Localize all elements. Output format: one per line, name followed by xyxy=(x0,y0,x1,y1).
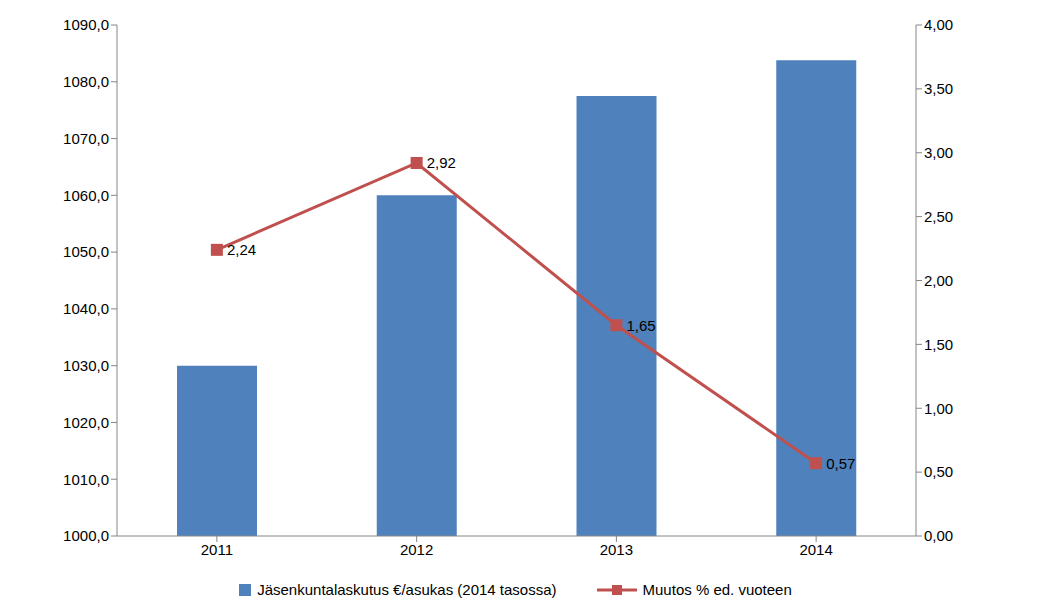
svg-text:2,00: 2,00 xyxy=(924,272,953,289)
html-text:Muutos % ed. vuoteen: Muutos % ed. vuoteen xyxy=(642,581,792,598)
svg-text:1000,0: 1000,0 xyxy=(63,527,109,544)
svg-text:2013: 2013 xyxy=(600,541,633,558)
svg-text:0,57: 0,57 xyxy=(826,455,855,472)
svg-text:1070,0: 1070,0 xyxy=(63,130,109,147)
svg-text:3,50: 3,50 xyxy=(924,80,953,97)
svg-text:1010,0: 1010,0 xyxy=(63,471,109,488)
svg-text:1050,0: 1050,0 xyxy=(63,243,109,260)
svg-text:2,50: 2,50 xyxy=(924,208,953,225)
svg-text:1,65: 1,65 xyxy=(626,317,655,334)
svg-text:0,50: 0,50 xyxy=(924,463,953,480)
svg-text:1040,0: 1040,0 xyxy=(63,300,109,317)
html-text:Jäsenkuntalaskutus €/asukas (2: Jäsenkuntalaskutus €/asukas (2014 tasoss… xyxy=(257,581,557,598)
svg-text:1,50: 1,50 xyxy=(924,336,953,353)
svg-text:1,00: 1,00 xyxy=(924,400,953,417)
svg-text:1060,0: 1060,0 xyxy=(63,187,109,204)
svg-text:2014: 2014 xyxy=(799,541,832,558)
svg-text:0,00: 0,00 xyxy=(924,527,953,544)
svg-text:1080,0: 1080,0 xyxy=(63,73,109,90)
svg-text:2012: 2012 xyxy=(400,541,433,558)
svg-text:4,00: 4,00 xyxy=(924,16,953,33)
svg-text:2,24: 2,24 xyxy=(227,241,256,258)
svg-text:1020,0: 1020,0 xyxy=(63,414,109,431)
svg-text:1090,0: 1090,0 xyxy=(63,16,109,33)
svg-text:2,92: 2,92 xyxy=(427,154,456,171)
svg-text:3,00: 3,00 xyxy=(924,144,953,161)
svg-text:2011: 2011 xyxy=(201,541,233,558)
svg-text:1030,0: 1030,0 xyxy=(63,357,109,374)
